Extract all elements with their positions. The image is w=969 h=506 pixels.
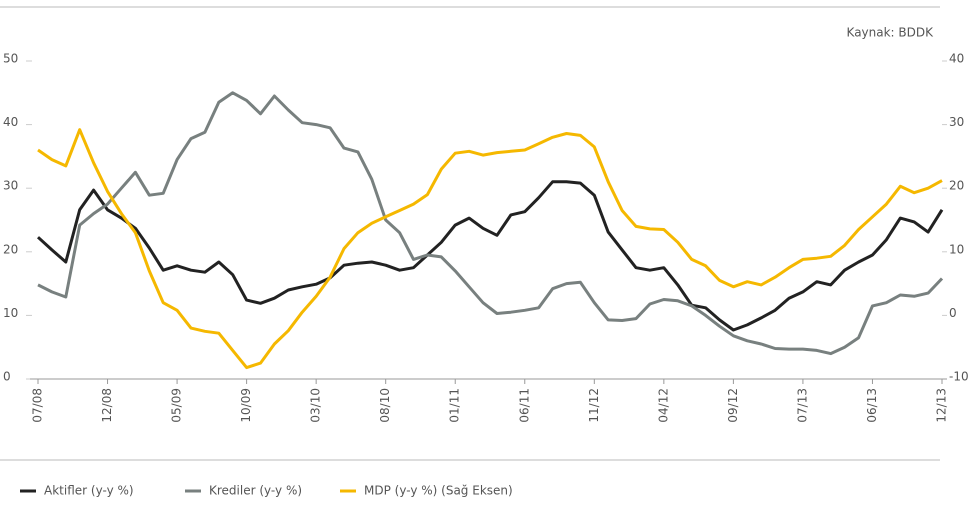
y-tick-label: 40: [3, 115, 18, 129]
x-tick-label: 01/11: [448, 388, 462, 423]
series-line: [36, 180, 944, 332]
y-tick-label: 50: [3, 52, 18, 66]
y2-tick-label: 10: [949, 242, 964, 256]
x-tick-label: 06/13: [865, 388, 879, 423]
x-tick-label: 08/10: [378, 388, 392, 423]
legend-label: Krediler (y-y %): [209, 484, 302, 498]
y-tick-label: 10: [3, 306, 18, 320]
x-tick-label: 07/13: [795, 388, 809, 423]
x-tick-label: 11/12: [587, 388, 601, 423]
legend-label: MDP (y-y %) (Sağ Eksen): [364, 484, 513, 498]
x-tick-label: 09/12: [726, 388, 740, 423]
x-tick-label: 10/09: [239, 388, 253, 423]
y2-tick-label: 20: [949, 179, 964, 193]
y2-tick-label: 40: [949, 52, 964, 66]
x-tick-label: 03/10: [309, 388, 323, 423]
x-tick-label: 07/08: [31, 388, 45, 423]
series-line: [37, 128, 943, 370]
x-tick-label: 12/13: [935, 388, 949, 423]
y2-tick-label: 30: [949, 115, 964, 129]
y-tick-label: 0: [3, 370, 11, 384]
y-tick-label: 20: [3, 242, 18, 256]
legend-label: Aktifler (y-y %): [44, 484, 134, 498]
series-line: [37, 91, 944, 356]
x-tick-label: 05/09: [170, 388, 184, 423]
y-tick-label: 30: [3, 179, 18, 193]
x-tick-label: 04/12: [656, 388, 670, 423]
x-tick-label: 12/08: [100, 388, 114, 423]
y2-tick-label: -10: [949, 370, 969, 384]
source-note: Kaynak: BDDK: [847, 26, 935, 40]
x-tick-label: 06/11: [517, 388, 531, 423]
y2-tick-label: 0: [949, 306, 957, 320]
